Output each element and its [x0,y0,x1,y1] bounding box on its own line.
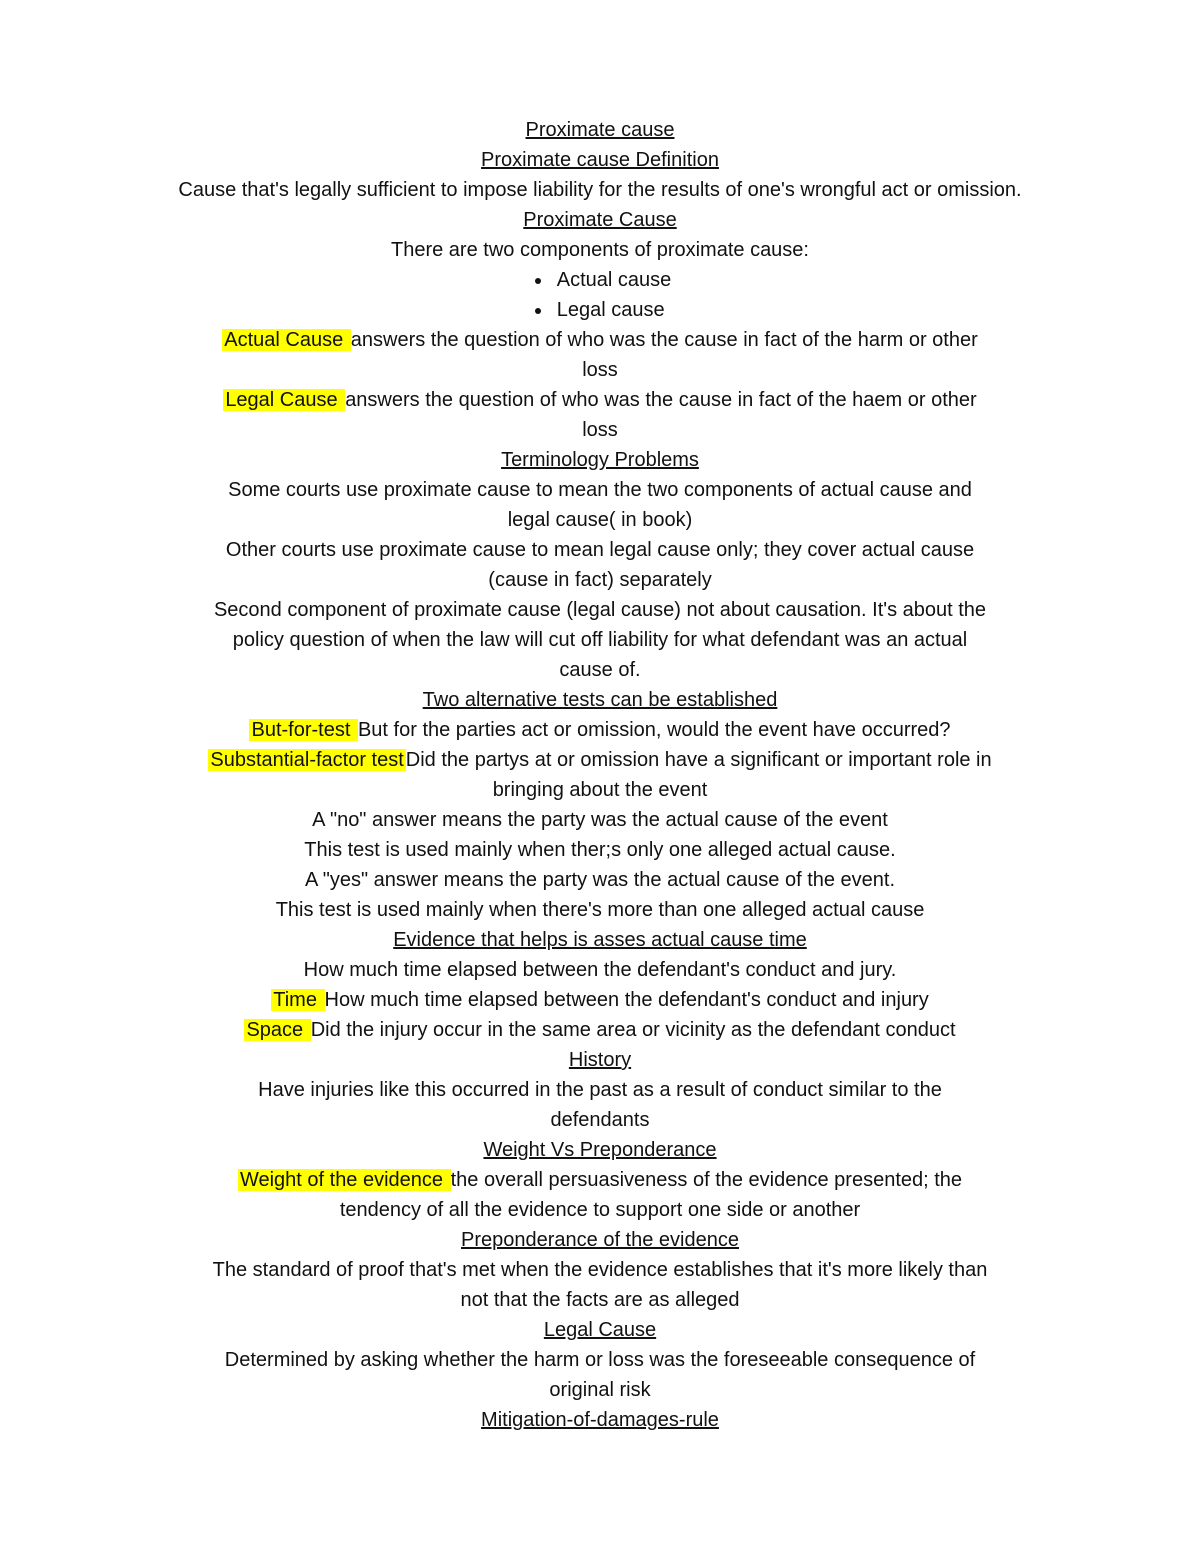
definition-text: Cause that's legally sufficient to impos… [110,175,1090,205]
yes-test: This test is used mainly when there's mo… [110,895,1090,925]
mitigation-heading: Mitigation-of-damages-rule [481,1409,719,1431]
but-for-label: But-for-test [249,719,357,741]
term-1b: legal cause( in book) [110,505,1090,535]
substantial-factor-line1: Did the partys at or omission have a sig… [406,749,992,771]
preponderance-1: The standard of proof that's met when th… [110,1255,1090,1285]
definition-heading: Proximate cause Definition [481,149,719,171]
proximate-cause-heading: Proximate Cause [523,209,676,231]
term-3c: cause of. [110,655,1090,685]
substantial-factor-line2: bringing about the event [110,775,1090,805]
time-text: How much time elapsed between the defend… [325,989,929,1011]
bullet-actual-cause: Actual cause [553,265,672,295]
evidence-heading: Evidence that helps is asses actual caus… [393,929,807,951]
weight-line1: the overall persuasiveness of the eviden… [451,1169,962,1191]
term-1a: Some courts use proximate cause to mean … [110,475,1090,505]
components-intro: There are two components of proximate ca… [110,235,1090,265]
term-3b: policy question of when the law will cut… [110,625,1090,655]
title: Proximate cause [526,119,675,141]
actual-cause-line1: answers the question of who was the caus… [351,329,978,351]
terminology-heading: Terminology Problems [501,449,699,471]
legal-cause-line1: answers the question of who was the caus… [345,389,976,411]
legal-cause-body-2: original risk [110,1375,1090,1405]
evidence-line: How much time elapsed between the defend… [110,955,1090,985]
bullet-legal-cause: Legal cause [553,295,672,325]
time-label: Time [271,989,324,1011]
history-heading: History [569,1049,631,1071]
space-label: Space [244,1019,310,1041]
substantial-factor-label: Substantial-factor test [208,749,405,771]
no-test: This test is used mainly when ther;s onl… [110,835,1090,865]
preponderance-2: not that the facts are as alleged [110,1285,1090,1315]
two-tests-heading: Two alternative tests can be established [423,689,778,711]
space-text: Did the injury occur in the same area or… [311,1019,956,1041]
document-page: Proximate cause Proximate cause Definiti… [0,0,1200,1495]
no-answer: A "no" answer means the party was the ac… [110,805,1090,835]
components-list: Actual cause Legal cause [529,265,672,325]
actual-cause-line2: loss [110,355,1090,385]
weight-line2: tendency of all the evidence to support … [110,1195,1090,1225]
legal-cause-heading: Legal Cause [544,1319,656,1341]
history-2: defendants [110,1105,1090,1135]
weight-vs-preponderance-heading: Weight Vs Preponderance [483,1139,716,1161]
weight-label: Weight of the evidence [238,1169,451,1191]
term-2a: Other courts use proximate cause to mean… [110,535,1090,565]
actual-cause-label: Actual Cause [222,329,351,351]
term-2b: (cause in fact) separately [110,565,1090,595]
legal-cause-body-1: Determined by asking whether the harm or… [110,1345,1090,1375]
legal-cause-label: Legal Cause [223,389,345,411]
preponderance-heading: Preponderance of the evidence [461,1229,739,1251]
yes-answer: A "yes" answer means the party was the a… [110,865,1090,895]
but-for-text: But for the parties act or omission, wou… [358,719,951,741]
term-3a: Second component of proximate cause (leg… [110,595,1090,625]
history-1: Have injuries like this occurred in the … [110,1075,1090,1105]
legal-cause-line2: loss [110,415,1090,445]
